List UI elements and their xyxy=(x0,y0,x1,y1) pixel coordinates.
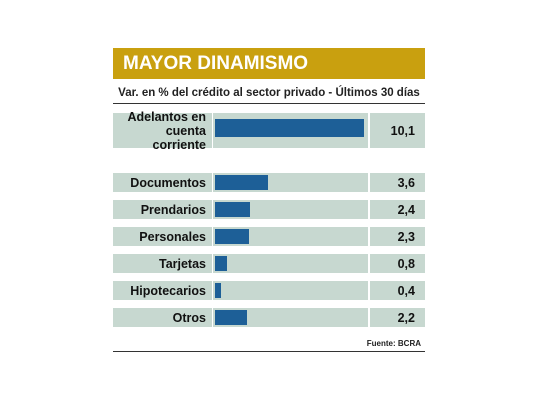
bar-track xyxy=(213,281,368,300)
row-label: Documentos xyxy=(113,173,212,192)
row-label: Tarjetas xyxy=(113,254,212,273)
bar xyxy=(215,202,251,217)
row-label: Adelantos en cuenta corriente xyxy=(113,110,212,152)
row-label: Hipotecarios xyxy=(113,281,212,300)
value-label: 2,3 xyxy=(370,227,425,246)
chart-title: MAYOR DINAMISMO xyxy=(113,48,425,79)
bar xyxy=(215,283,221,298)
row-label: Personales xyxy=(113,227,212,246)
bar-track xyxy=(213,308,368,327)
bar xyxy=(215,119,364,137)
value-label: 3,6 xyxy=(370,173,425,192)
value-label: 2,4 xyxy=(370,200,425,219)
row-label: Prendarios xyxy=(113,200,212,219)
row-label: Otros xyxy=(113,308,212,327)
bar xyxy=(215,229,249,244)
bar xyxy=(215,175,269,190)
bar xyxy=(215,310,248,325)
source: Fuente: BCRA xyxy=(113,336,425,352)
bar xyxy=(215,256,227,271)
value-label: 0,8 xyxy=(370,254,425,273)
bar-track xyxy=(213,200,368,219)
bar-track xyxy=(213,254,368,273)
value-label: 2,2 xyxy=(370,308,425,327)
chart-subtitle: Var. en % del crédito al sector privado … xyxy=(113,84,425,104)
value-label: 0,4 xyxy=(370,281,425,300)
value-label: 10,1 xyxy=(370,113,425,148)
bar-track xyxy=(213,227,368,246)
